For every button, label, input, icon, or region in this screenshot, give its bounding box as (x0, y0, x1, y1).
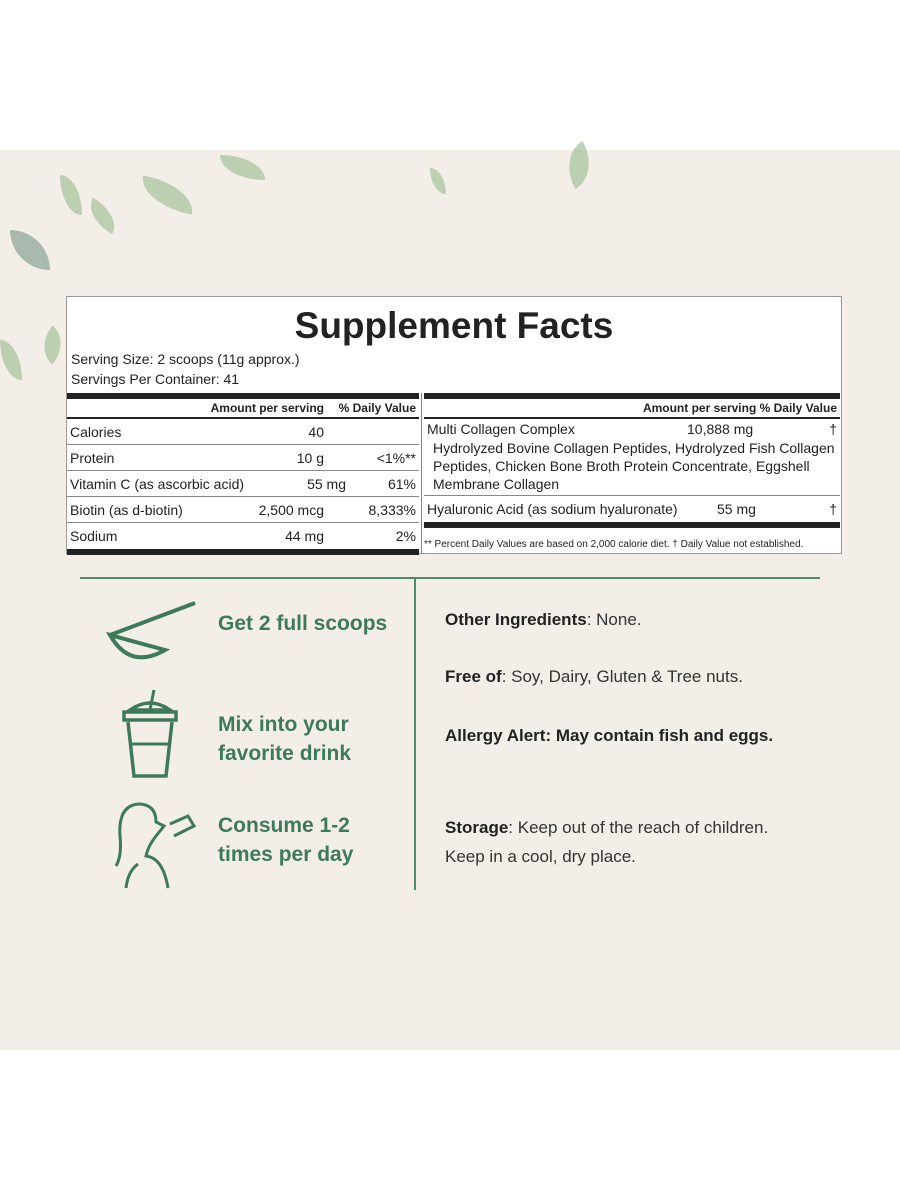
storage: Storage: Keep out of the reach of childr… (445, 813, 775, 871)
nutrient-amount: 2,500 mcg (258, 501, 324, 518)
step-text: Consume 1-2 times per day (218, 814, 354, 866)
nutrient-table-left: Amount per serving % Daily Value Calories… (67, 393, 419, 555)
table-row: Sodium 44 mg 2% (67, 523, 419, 549)
info-text: : None. (586, 610, 642, 629)
leaf-decoration (430, 168, 446, 194)
info-text: : Soy, Dairy, Gluten & Tree nuts. (501, 667, 743, 686)
table-row: Vitamin C (as ascorbic acid) 55 mg 61% (67, 471, 419, 497)
nutrient-name: Biotin (as d-biotin) (70, 501, 183, 518)
info-label: Free of (445, 667, 502, 686)
leaf-decoration (0, 340, 22, 380)
nutrient-dv: 61% (387, 475, 416, 492)
nutrient-amount: 55 mg (717, 501, 756, 517)
servings-per-container: Servings Per Container: 41 (71, 371, 240, 387)
info-label: Storage (445, 818, 509, 837)
leaf-decoration (10, 230, 50, 270)
serving-size: Serving Size: 2 scoops (11g approx.) (71, 351, 300, 367)
nutrient-amount: 10 g (296, 449, 324, 466)
info-text: : Keep out of the reach of children. Kee… (445, 818, 769, 866)
nutrient-name: Sodium (70, 528, 118, 544)
info-label: Allergy Alert: May contain fish and eggs… (445, 726, 774, 745)
nutrient-name: Multi Collagen Complex (427, 421, 575, 437)
person-drinking-icon (114, 802, 197, 889)
vertical-divider (414, 578, 416, 890)
facts-title: Supplement Facts (294, 305, 614, 346)
step-text: Get 2 full scoops (218, 612, 388, 635)
nutrient-amount: 40 (308, 423, 324, 440)
other-ingredients: Other Ingredients: None. (445, 605, 805, 634)
dv-header: % Daily Value (338, 401, 416, 415)
leaf-decoration (81, 197, 124, 235)
supplement-facts-panel: Supplement Facts Serving Size: 2 scoops … (66, 296, 842, 555)
nutrient-dv: † (829, 421, 837, 437)
leaf-decoration (220, 155, 265, 180)
free-of: Free of: Soy, Dairy, Gluten & Tree nuts. (445, 662, 805, 691)
scoop-icon (105, 601, 196, 660)
nutrient-amount: 55 mg (307, 475, 346, 492)
nutrient-dv: <1%** (376, 449, 416, 466)
leaf-decoration (556, 141, 602, 189)
footnote: ** Percent Daily Values are based on 2,0… (424, 539, 804, 550)
step-text: Mix into your favorite drink (218, 713, 352, 765)
nutrient-table-right: Amount per serving % Daily Value Multi C… (424, 393, 840, 528)
nutrient-amount: 10,888 mg (687, 421, 754, 437)
collagen-sources: Hydrolyzed Bovine Collagen Peptides, Hyd… (433, 440, 835, 492)
table-header: Amount per serving % Daily Value (67, 399, 419, 419)
nutrient-name: Hyaluronic Acid (as sodium hyaluronate) (427, 501, 678, 517)
allergy-alert: Allergy Alert: May contain fish and eggs… (445, 721, 775, 750)
nutrient-dv: † (829, 501, 837, 517)
nutrient-dv: 2% (395, 528, 416, 544)
nutrient-name: Calories (70, 423, 122, 440)
amount-header: Amount per serving (210, 401, 324, 415)
table-row: Protein 10 g <1%** (67, 445, 419, 471)
table-row: Biotin (as d-biotin) 2,500 mcg 8,333% (67, 497, 419, 523)
nutrient-dv: 8,333% (368, 501, 416, 518)
table-row: Hyaluronic Acid (as sodium hyaluronate) 5… (424, 496, 840, 522)
table-header: Amount per serving % Daily Value (424, 399, 840, 419)
table-row: Multi Collagen Complex 10,888 mg † Hydroly… (424, 419, 840, 496)
section-divider (80, 577, 820, 579)
nutrient-amount: 44 mg (285, 528, 324, 544)
leaf-decoration (137, 175, 198, 215)
nutrient-name: Vitamin C (as ascorbic acid) (70, 475, 245, 492)
nutrient-name: Protein (70, 449, 115, 466)
drink-cup-icon (122, 689, 178, 778)
right-header: Amount per serving % Daily Value (642, 401, 837, 415)
column-divider (421, 393, 422, 553)
info-label: Other Ingredients (445, 610, 587, 629)
leaf-decoration (60, 175, 82, 215)
table-row: Calories 40 (67, 419, 419, 445)
